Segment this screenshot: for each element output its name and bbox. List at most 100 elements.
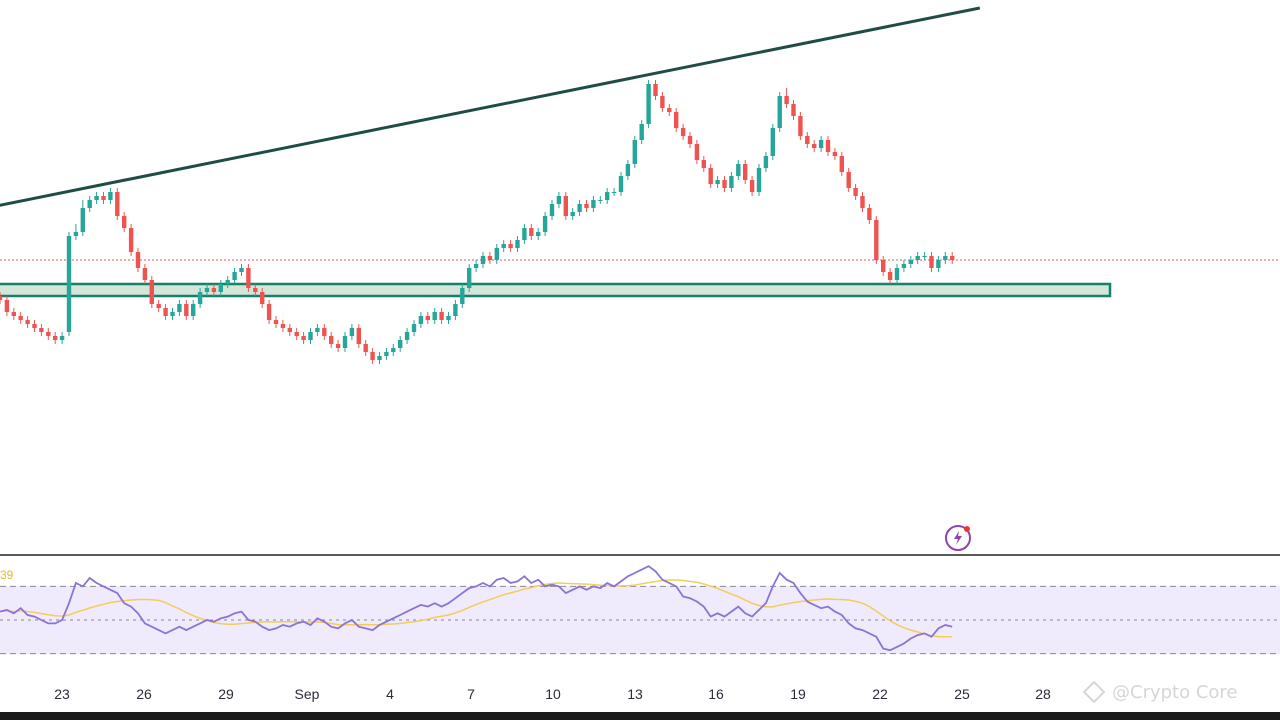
x-tick-label: 29 bbox=[218, 686, 234, 702]
candle-body bbox=[287, 328, 292, 332]
candle-body bbox=[674, 112, 679, 128]
candle-body bbox=[329, 336, 334, 344]
x-tick-label: 26 bbox=[136, 686, 152, 702]
bottom-bar bbox=[0, 712, 1280, 720]
x-tick-label: 4 bbox=[386, 686, 394, 702]
candle-body bbox=[570, 212, 575, 216]
candle-body bbox=[591, 200, 596, 208]
candle-body bbox=[66, 236, 72, 332]
candle-body bbox=[618, 176, 624, 192]
candle-body bbox=[922, 256, 927, 257]
candle-body bbox=[805, 136, 810, 144]
candle-body bbox=[736, 164, 741, 176]
flash-icon[interactable] bbox=[945, 525, 971, 551]
x-tick-label: 19 bbox=[790, 686, 806, 702]
x-tick-label: 25 bbox=[954, 686, 970, 702]
candle-body bbox=[915, 256, 920, 260]
candle-body bbox=[480, 256, 486, 264]
candle-body bbox=[253, 288, 258, 292]
candle-body bbox=[625, 164, 631, 176]
candle-body bbox=[894, 268, 900, 280]
candle-body bbox=[349, 328, 355, 336]
candle-body bbox=[529, 228, 534, 236]
candle-body bbox=[743, 164, 748, 180]
candle-body bbox=[301, 336, 306, 340]
x-tick-label: 22 bbox=[872, 686, 888, 702]
candle-body bbox=[680, 128, 686, 136]
candle-body bbox=[467, 268, 472, 288]
candle-body bbox=[818, 140, 824, 148]
candle-body bbox=[646, 84, 651, 124]
candle-body bbox=[522, 228, 527, 240]
candle-body bbox=[694, 144, 700, 160]
candle-body bbox=[142, 268, 148, 280]
candle-body bbox=[577, 204, 582, 212]
candle-body bbox=[874, 220, 879, 260]
candle-body bbox=[232, 272, 237, 280]
candle-body bbox=[784, 96, 789, 104]
candle-body bbox=[404, 332, 410, 340]
candle-body bbox=[701, 160, 706, 168]
candle-body bbox=[715, 180, 720, 184]
price-pane bbox=[0, 6, 1280, 364]
candle-body bbox=[18, 316, 23, 320]
candle-body bbox=[204, 288, 210, 292]
candle-body bbox=[370, 352, 375, 360]
candle-body bbox=[687, 136, 693, 144]
candle-body bbox=[273, 320, 279, 324]
candle-body bbox=[763, 156, 769, 168]
candles bbox=[0, 80, 955, 364]
watermark: @Crypto Core bbox=[1112, 682, 1238, 703]
candle-body bbox=[943, 256, 948, 260]
candle-body bbox=[218, 284, 223, 292]
candle-body bbox=[308, 332, 313, 340]
candle-body bbox=[653, 84, 658, 96]
candle-body bbox=[639, 124, 644, 140]
candle-body bbox=[384, 352, 389, 356]
candle-body bbox=[46, 332, 51, 336]
candle-body bbox=[908, 260, 913, 264]
x-tick-label: 13 bbox=[627, 686, 643, 702]
candle-body bbox=[536, 232, 541, 236]
candle-body bbox=[163, 308, 168, 316]
candle-body bbox=[342, 336, 348, 348]
candle-body bbox=[315, 328, 320, 332]
candle-body bbox=[708, 168, 713, 184]
x-tick-label: Sep bbox=[295, 686, 320, 702]
candle-body bbox=[556, 196, 562, 204]
candle-body bbox=[584, 204, 589, 208]
candle-body bbox=[149, 280, 154, 304]
candle-body bbox=[411, 324, 417, 332]
rsi-pane: 39 bbox=[0, 565, 1280, 655]
candle-body bbox=[563, 196, 568, 216]
candle-body bbox=[487, 256, 493, 260]
candle-body bbox=[39, 328, 44, 332]
candle-body bbox=[605, 192, 610, 200]
candle-body bbox=[73, 232, 79, 236]
candle-body bbox=[867, 208, 872, 220]
x-tick-label: 23 bbox=[54, 686, 70, 702]
candle-body bbox=[32, 324, 37, 328]
candle-body bbox=[798, 116, 803, 136]
candle-body bbox=[170, 312, 175, 316]
candle-body bbox=[0, 296, 3, 300]
candle-body bbox=[53, 336, 58, 340]
candle-body bbox=[246, 268, 251, 288]
candle-body bbox=[460, 288, 465, 304]
candle-body bbox=[266, 304, 272, 320]
candle-body bbox=[860, 196, 865, 208]
candle-body bbox=[425, 316, 430, 320]
candle-body bbox=[501, 244, 506, 248]
candle-body bbox=[87, 200, 92, 208]
candle-body bbox=[363, 344, 368, 352]
candle-body bbox=[177, 304, 182, 312]
candle-body bbox=[184, 304, 189, 316]
candle-body bbox=[418, 316, 424, 324]
candle-body bbox=[936, 260, 941, 268]
support-zone[interactable] bbox=[0, 282, 1112, 298]
candle-body bbox=[660, 96, 665, 108]
candle-body bbox=[191, 304, 196, 316]
trendline[interactable] bbox=[0, 6, 981, 208]
candle-body bbox=[667, 108, 672, 112]
